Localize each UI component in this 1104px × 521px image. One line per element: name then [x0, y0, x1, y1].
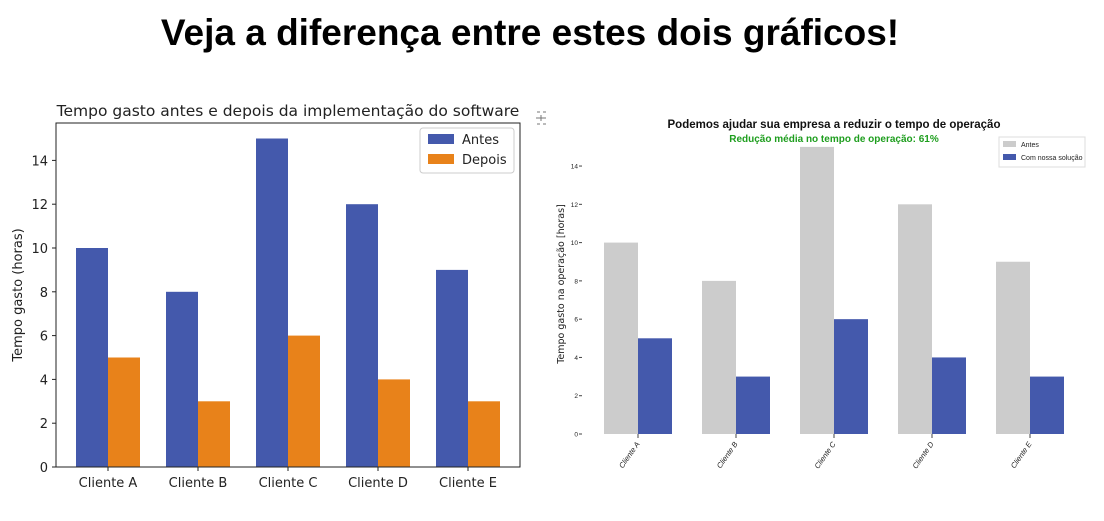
bar-com-nossa-solução-1 [736, 376, 770, 434]
y-tick-label: 12 [31, 198, 48, 213]
y-tick-label: 4 [40, 373, 48, 388]
collapse-output-icon[interactable] [536, 111, 546, 125]
y-tick-label: 14 [571, 164, 579, 171]
y-tick-label: 6 [574, 317, 578, 324]
bar-antes-1 [702, 280, 736, 434]
bar-com-nossa-solução-2 [834, 319, 868, 434]
bar-depois-0 [108, 357, 140, 467]
y-tick-label: 10 [571, 240, 579, 247]
x-tick-label: Cliente C [813, 440, 838, 471]
legend-swatch-depois [428, 154, 454, 164]
bar-antes-4 [436, 269, 468, 467]
bar-antes-2 [256, 138, 288, 467]
x-tick-label: Cliente D [911, 440, 936, 471]
y-tick-label: 10 [31, 242, 48, 257]
chart-right-subtitle: Redução média no tempo de operação: 61% [729, 134, 939, 145]
y-tick-label: 0 [40, 461, 48, 476]
chart-right-title: Podemos ajudar sua empresa a reduzir o t… [668, 119, 1001, 131]
x-tick-label: Cliente B [715, 440, 740, 470]
chart-left-legend: Antes Depois [419, 127, 515, 174]
bar-antes-0 [76, 248, 108, 467]
bar-antes-1 [166, 291, 198, 467]
y-tick-label: 14 [31, 154, 48, 169]
x-tick-label: Cliente A [617, 440, 642, 470]
legend-swatch-antes [1003, 141, 1016, 147]
bar-depois-2 [288, 335, 320, 467]
bar-depois-3 [378, 379, 410, 467]
chart-right-ylabel: Tempo gasto na operação [horas] [556, 204, 567, 365]
legend-label-com-nossa-solucao: Com nossa solução [1021, 155, 1083, 162]
y-tick-label: 2 [574, 393, 578, 400]
y-tick-label: 4 [574, 355, 578, 362]
x-tick-label: Cliente D [348, 476, 408, 491]
bar-antes-3 [346, 204, 378, 467]
chart-left: Tempo gasto antes e depois da implementa… [11, 102, 521, 491]
x-tick-label: Cliente E [1009, 439, 1034, 470]
chart-right: Podemos ajudar sua empresa a reduzir o t… [556, 119, 1086, 471]
bar-antes-2 [800, 146, 834, 434]
chart-left-title: Tempo gasto antes e depois da implementa… [56, 102, 520, 120]
legend-swatch-com-nossa-solucao [1003, 154, 1016, 160]
chart-right-legend: Antes Com nossa solução [998, 136, 1086, 168]
bar-antes-0 [604, 242, 638, 434]
chart-left-ylabel: Tempo gasto (horas) [11, 228, 26, 362]
headline: Veja a diferença entre estes dois gráfic… [160, 12, 900, 53]
legend-label-antes: Antes [462, 133, 499, 148]
legend-swatch-antes [428, 134, 454, 144]
y-tick-label: 0 [574, 432, 578, 439]
bar-depois-1 [198, 401, 230, 467]
y-tick-label: 6 [40, 330, 48, 345]
bar-com-nossa-solução-4 [1030, 376, 1064, 434]
x-tick-label: Cliente E [439, 476, 497, 491]
bar-com-nossa-solução-0 [638, 338, 672, 434]
y-tick-label: 8 [40, 286, 48, 301]
bar-depois-4 [468, 401, 500, 467]
y-tick-label: 2 [40, 417, 48, 432]
legend-label-antes: Antes [1021, 142, 1039, 149]
y-tick-label: 12 [571, 202, 579, 209]
y-tick-label: 8 [574, 278, 578, 285]
bar-antes-4 [996, 261, 1030, 434]
x-tick-label: Cliente A [79, 476, 138, 491]
legend-label-depois: Depois [462, 153, 507, 168]
bar-com-nossa-solução-3 [932, 357, 966, 434]
bar-antes-3 [898, 204, 932, 434]
x-tick-label: Cliente C [259, 476, 318, 491]
x-tick-label: Cliente B [169, 476, 228, 491]
